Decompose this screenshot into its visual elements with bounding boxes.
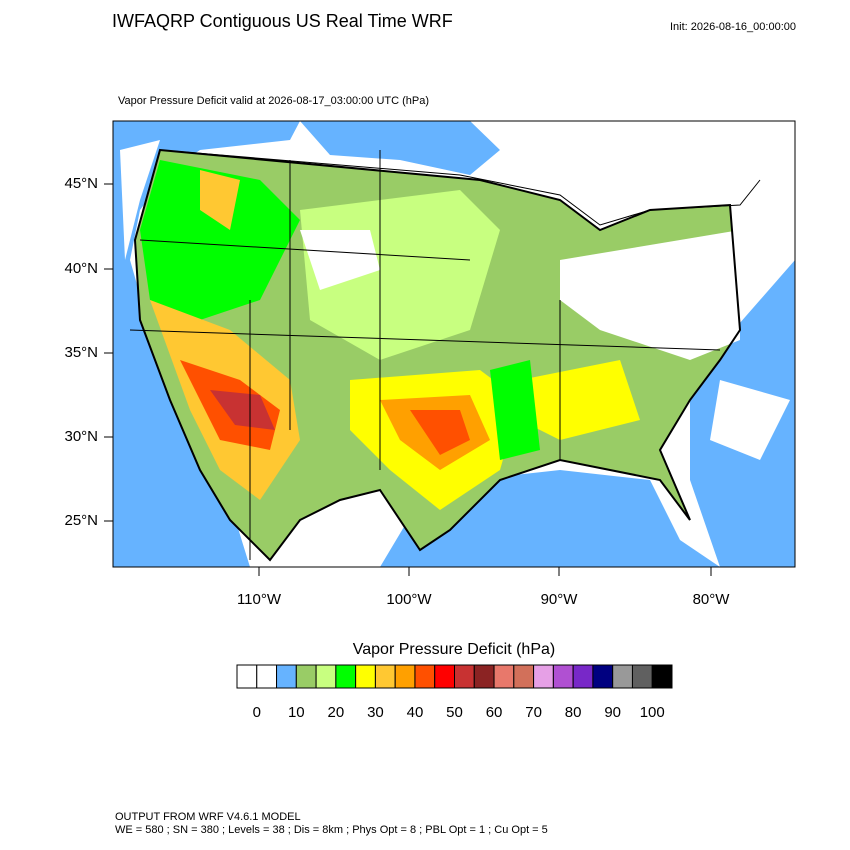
lon-label: 80°W <box>693 591 731 608</box>
colorbar-box <box>315 664 337 689</box>
lon-label: 90°W <box>541 591 579 608</box>
colorbar-box <box>394 664 416 689</box>
colorbar-box <box>533 664 554 689</box>
colorbar-label: 50 <box>446 704 463 721</box>
colorbar-label: 70 <box>525 704 542 721</box>
colorbar-label: 30 <box>367 704 384 721</box>
colorbar-box <box>236 664 258 689</box>
lat-label: 30°N <box>64 428 98 445</box>
map-field <box>113 121 795 567</box>
colorbar-box <box>414 664 436 689</box>
colorbar-box <box>513 664 535 689</box>
colorbar-box <box>454 664 475 689</box>
colorbar-label: 90 <box>604 704 621 721</box>
lon-label: 100°W <box>386 591 432 608</box>
map-frame <box>112 120 796 568</box>
footer-line: WE = 580 ; SN = 380 ; Levels = 38 ; Dis … <box>115 824 548 836</box>
footer-line: OUTPUT FROM WRF V4.6.1 MODEL <box>115 811 301 823</box>
init-time: Init: 2026-08-16_00:00:00 <box>670 21 796 33</box>
lon-label: 110°W <box>237 591 282 608</box>
colorbar-label: 10 <box>288 704 305 721</box>
colorbar-box <box>572 664 594 689</box>
colorbar-box <box>335 664 357 689</box>
title: IWFAQRP Contiguous US Real Time WRF <box>112 11 453 31</box>
colorbar-label: 100 <box>640 704 665 721</box>
colorbar-box <box>612 664 633 689</box>
colorbar-box <box>651 664 673 689</box>
subtitle: Vapor Pressure Deficit valid at 2026-08-… <box>118 95 429 107</box>
colorbar-label: 40 <box>407 704 424 721</box>
colorbar-box <box>493 664 515 689</box>
colorbar-box <box>355 664 376 689</box>
colorbar-box <box>374 664 396 689</box>
colorbar-box <box>473 664 495 689</box>
colorbar-box <box>552 664 574 689</box>
colorbar-box <box>631 664 653 689</box>
colorbar-title: Vapor Pressure Deficit (hPa) <box>353 641 555 658</box>
colorbar-label: 60 <box>486 704 503 721</box>
lat-label: 35°N <box>64 344 98 361</box>
colorbar-label: 20 <box>328 704 345 721</box>
colorbar-label: 0 <box>253 704 261 721</box>
lat-label: 25°N <box>64 512 98 529</box>
lat-label: 40°N <box>64 260 98 277</box>
colorbar-box <box>592 664 614 689</box>
colorbar-box <box>295 664 317 689</box>
lat-label: 45°N <box>64 175 98 192</box>
colorbar-box <box>256 664 278 689</box>
colorbar-box <box>434 664 455 689</box>
colorbar-box <box>276 664 297 689</box>
colorbar-label: 80 <box>565 704 582 721</box>
